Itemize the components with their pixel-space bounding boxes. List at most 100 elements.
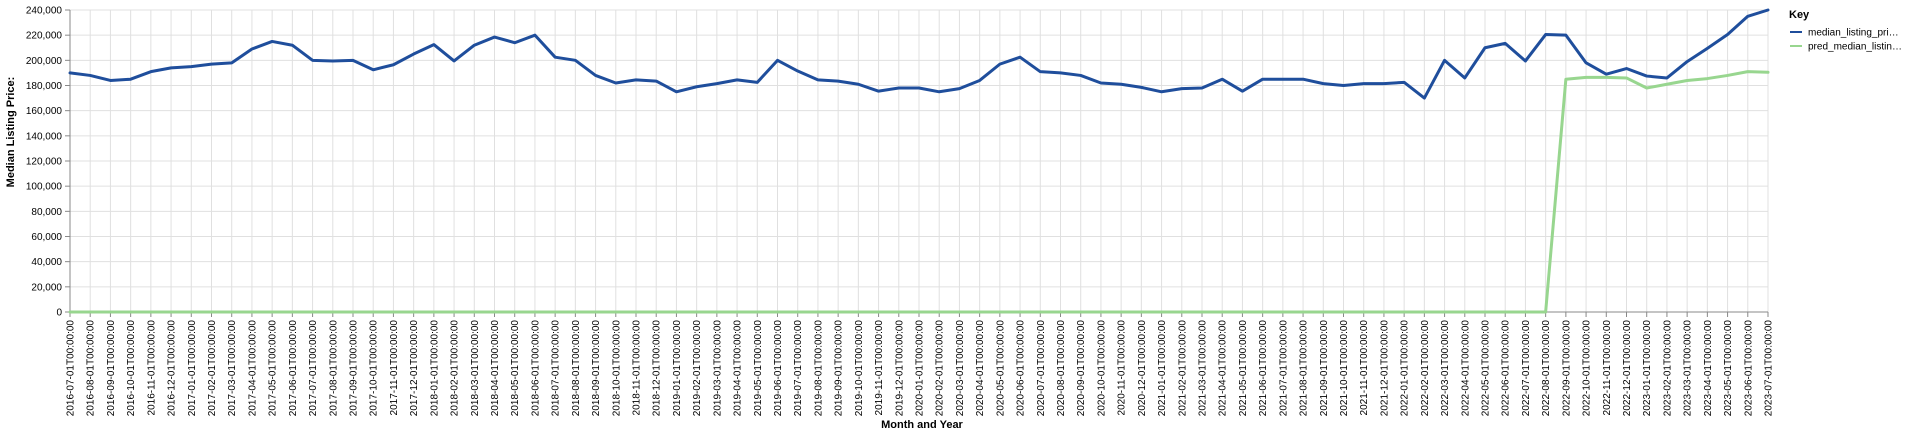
y-tick-label: 0 [56, 308, 62, 319]
x-tick-label: 2016-10-01T00:00:00 [126, 320, 137, 417]
legend: Key median_listing_pri… pred_median_listi… [1789, 9, 1902, 53]
x-tick-label: 2018-06-01T00:00:00 [530, 320, 541, 417]
x-tick-label: 2018-09-01T00:00:00 [591, 320, 602, 417]
x-tick-label: 2017-06-01T00:00:00 [288, 320, 299, 417]
x-tick-label: 2022-06-01T00:00:00 [1501, 320, 1512, 417]
legend-title: Key [1789, 9, 1810, 21]
x-tick-label: 2017-04-01T00:00:00 [247, 320, 258, 417]
x-tick-label: 2022-07-01T00:00:00 [1521, 320, 1532, 417]
x-tick-label: 2020-03-01T00:00:00 [955, 320, 966, 417]
x-tick-label: 2021-07-01T00:00:00 [1278, 320, 1289, 417]
x-tick-label: 2018-12-01T00:00:00 [652, 320, 663, 417]
x-tick-label: 2022-11-01T00:00:00 [1602, 320, 1613, 416]
y-tick-label: 140,000 [26, 131, 63, 142]
x-tick-label: 2022-03-01T00:00:00 [1440, 320, 1451, 417]
x-tick-label: 2016-11-01T00:00:00 [146, 320, 157, 416]
x-tick-label: 2020-11-01T00:00:00 [1117, 320, 1128, 416]
x-tick-label: 2020-12-01T00:00:00 [1137, 320, 1148, 417]
x-tick-label: 2021-11-01T00:00:00 [1359, 320, 1370, 416]
x-tick-label: 2017-05-01T00:00:00 [268, 320, 279, 417]
x-tick-label: 2020-01-01T00:00:00 [915, 320, 926, 417]
x-tick-label: 2023-04-01T00:00:00 [1703, 320, 1714, 417]
x-tick-label: 2018-04-01T00:00:00 [490, 320, 501, 417]
legend-label-2: pred_median_listin… [1808, 42, 1902, 53]
x-tick-label: 2020-08-01T00:00:00 [1056, 320, 1067, 417]
y-tick-label: 120,000 [26, 157, 63, 168]
x-tick-label: 2022-02-01T00:00:00 [1420, 320, 1431, 417]
x-tick-label: 2017-12-01T00:00:00 [409, 320, 420, 417]
x-tick-label: 2021-02-01T00:00:00 [1177, 320, 1188, 417]
y-tick-label: 220,000 [26, 31, 63, 42]
x-tick-label: 2017-10-01T00:00:00 [369, 320, 380, 417]
x-tick-label: 2019-11-01T00:00:00 [874, 320, 885, 416]
gridlines [69, 9, 1769, 313]
series-line-2 [68, 70, 1770, 314]
x-tick-label: 2023-01-01T00:00:00 [1642, 320, 1653, 417]
x-tick-label: 2020-04-01T00:00:00 [975, 320, 986, 417]
x-tick-label: 2018-02-01T00:00:00 [450, 320, 461, 417]
x-tick-label: 2018-10-01T00:00:00 [611, 320, 622, 417]
x-tick-label: 2018-01-01T00:00:00 [429, 320, 440, 417]
x-tick-label: 2023-02-01T00:00:00 [1662, 320, 1673, 417]
y-axis-title: Median Listing Price: [5, 77, 17, 188]
x-tick-label: 2018-07-01T00:00:00 [551, 320, 562, 417]
x-tick-label: 2019-05-01T00:00:00 [753, 320, 764, 417]
x-tick-label: 2018-08-01T00:00:00 [571, 320, 582, 417]
x-tick-label: 2018-05-01T00:00:00 [510, 320, 521, 417]
x-tick-label: 2020-09-01T00:00:00 [1076, 320, 1087, 417]
x-tick-label: 2019-10-01T00:00:00 [854, 320, 865, 417]
x-tick-label: 2016-12-01T00:00:00 [167, 320, 178, 417]
x-tick-label: 2019-02-01T00:00:00 [692, 320, 703, 417]
x-tick-label: 2017-11-01T00:00:00 [389, 320, 400, 416]
x-tick-label: 2021-08-01T00:00:00 [1299, 320, 1310, 417]
x-tick-label: 2017-01-01T00:00:00 [187, 320, 198, 417]
x-tick-label: 2018-03-01T00:00:00 [470, 320, 481, 417]
x-tick-label: 2022-09-01T00:00:00 [1561, 320, 1572, 417]
x-tick-label: 2023-07-01T00:00:00 [1764, 320, 1775, 417]
x-tick-label: 2020-06-01T00:00:00 [1016, 320, 1027, 417]
x-tick-label: 2019-06-01T00:00:00 [773, 320, 784, 417]
x-tick-label: 2016-07-01T00:00:00 [66, 320, 77, 417]
x-tick-label: 2016-08-01T00:00:00 [86, 320, 97, 417]
x-axis: 2016-07-01T00:00:00 2016-08-01T00:00:00 20… [66, 311, 1775, 417]
x-tick-label: 2017-07-01T00:00:00 [308, 320, 319, 417]
legend-label-1: median_listing_pri… [1808, 28, 1899, 39]
y-axis: 0 20,000 40,000 60,000 80,000 100,000 120,000 1… [26, 6, 71, 319]
x-tick-label: 2019-07-01T00:00:00 [793, 320, 804, 417]
x-tick-label: 2020-10-01T00:00:00 [1096, 320, 1107, 417]
x-tick-label: 2022-12-01T00:00:00 [1622, 320, 1633, 417]
x-tick-label: 2016-09-01T00:00:00 [106, 320, 117, 417]
x-tick-label: 2023-03-01T00:00:00 [1683, 320, 1694, 417]
x-tick-label: 2019-09-01T00:00:00 [834, 320, 845, 417]
x-tick-label: 2022-01-01T00:00:00 [1400, 320, 1411, 417]
y-tick-label: 240,000 [26, 6, 63, 17]
x-tick-label: 2021-03-01T00:00:00 [1198, 320, 1209, 417]
x-axis-title: Month and Year [881, 419, 963, 431]
x-tick-label: 2019-04-01T00:00:00 [733, 320, 744, 417]
series-line-1 [68, 8, 1770, 100]
x-tick-label: 2017-02-01T00:00:00 [207, 320, 218, 417]
x-tick-label: 2017-03-01T00:00:00 [227, 320, 238, 417]
x-tick-label: 2022-04-01T00:00:00 [1460, 320, 1471, 417]
y-tick-label: 40,000 [31, 257, 62, 268]
x-tick-label: 2019-08-01T00:00:00 [813, 320, 824, 417]
x-tick-label: 2020-05-01T00:00:00 [995, 320, 1006, 417]
x-tick-label: 2019-01-01T00:00:00 [672, 320, 683, 417]
y-tick-label: 20,000 [31, 282, 62, 293]
y-tick-label: 80,000 [31, 207, 62, 218]
x-tick-label: 2021-01-01T00:00:00 [1157, 320, 1168, 417]
y-tick-label: 200,000 [26, 56, 63, 67]
x-tick-label: 2021-10-01T00:00:00 [1339, 320, 1350, 417]
x-tick-label: 2022-08-01T00:00:00 [1541, 320, 1552, 417]
x-tick-label: 2020-07-01T00:00:00 [1036, 320, 1047, 417]
x-tick-label: 2023-06-01T00:00:00 [1743, 320, 1754, 417]
x-tick-label: 2021-05-01T00:00:00 [1238, 320, 1249, 417]
x-tick-label: 2020-02-01T00:00:00 [935, 320, 946, 417]
y-tick-label: 100,000 [26, 182, 63, 193]
x-tick-label: 2022-10-01T00:00:00 [1582, 320, 1593, 417]
x-tick-label: 2022-05-01T00:00:00 [1481, 320, 1492, 417]
x-tick-label: 2017-08-01T00:00:00 [328, 320, 339, 417]
y-tick-label: 60,000 [31, 232, 62, 243]
x-tick-label: 2018-11-01T00:00:00 [632, 320, 643, 416]
y-tick-label: 180,000 [26, 81, 63, 92]
